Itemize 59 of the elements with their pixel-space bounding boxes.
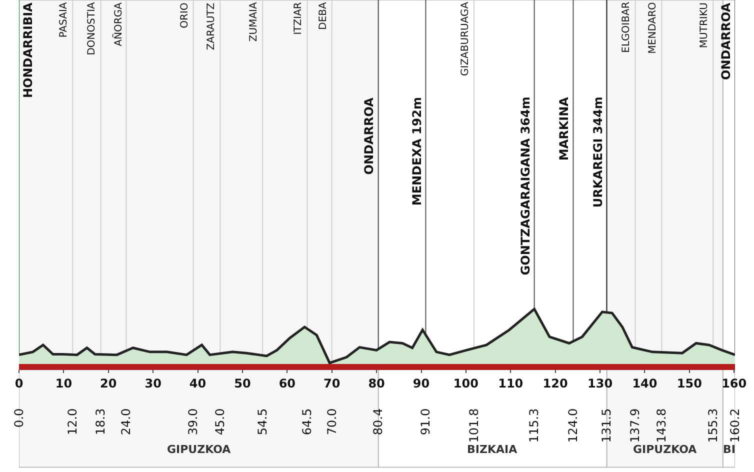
band-label: BIZKAIA xyxy=(467,443,518,456)
x-tick-label: 30 xyxy=(144,376,162,390)
x-tick-label: 90 xyxy=(412,376,430,390)
ref-line-label: ONDARROA xyxy=(719,2,733,80)
ref-line-label: ELGOIBAR xyxy=(620,2,632,53)
x2-tick-label: 155.3 xyxy=(706,408,720,443)
x2-tick-label: 124.0 xyxy=(566,408,580,443)
x2-tick-label: 137.9 xyxy=(628,408,642,443)
x-tick-label: 130 xyxy=(587,376,613,390)
x2-tick-label: 64.5 xyxy=(300,408,314,436)
x-tick-label: 100 xyxy=(453,376,478,390)
ref-line-label: MARKINA xyxy=(556,96,571,161)
x2-tick-label: 24.0 xyxy=(119,408,134,436)
x2-tick-label: 70.0 xyxy=(324,408,339,436)
x2-tick-label: 91.0 xyxy=(418,408,433,436)
x2-tick-label: 143.8 xyxy=(654,408,669,443)
x-tick-label: 70 xyxy=(324,376,340,390)
x-tick-label: 0 xyxy=(14,376,24,390)
x-tick-label: 60 xyxy=(278,376,296,390)
ref-line-label: ZUMAIA xyxy=(248,2,260,42)
x2-tick-label: 18.3 xyxy=(94,408,108,436)
band-label: BI xyxy=(723,443,736,456)
x2-tick-label: 80.4 xyxy=(371,408,386,436)
x2-tick-label: 54.5 xyxy=(255,408,270,436)
x2-tick-label: 160.2 xyxy=(728,408,742,443)
x-tick-label: 50 xyxy=(234,376,251,390)
ref-line-label: DEBA xyxy=(318,2,329,30)
x2-tick-label: 12.0 xyxy=(66,408,80,436)
x2-tick-label: 39.0 xyxy=(186,408,200,436)
ref-line-label: HONDARRIBIA xyxy=(21,2,35,98)
ref-line-label: GONTZAGARAIGANA 364m xyxy=(518,96,532,276)
ref-line-label: GIZABURUAGA xyxy=(460,2,471,76)
ref-line-label: URKAREGI 344m xyxy=(590,96,605,208)
ref-line-label: ITZIAR xyxy=(292,2,304,35)
ref-line-label: ORIO xyxy=(179,2,190,28)
ref-line-label: PASAIA xyxy=(58,2,70,38)
ref-line-label: ZARAUTZ xyxy=(206,2,218,50)
ref-line-label: MENDARO xyxy=(648,2,659,54)
ref-line-label: ONDARROA xyxy=(362,96,376,175)
x-tick-label: 140 xyxy=(632,376,658,390)
x2-tick-label: 45.0 xyxy=(213,408,228,436)
ref-line-label: DONOSTIA xyxy=(86,2,98,56)
x-tick-label: 160 xyxy=(722,376,747,390)
band-label: GIPUZKOA xyxy=(167,443,232,456)
x-tick-label: 110 xyxy=(498,376,524,390)
ref-line-label: MENDEXA 192m xyxy=(410,97,424,206)
ref-line-label: AÑORGA xyxy=(111,2,124,46)
x-tick-label: 10 xyxy=(55,376,72,390)
x2-tick-label: 115.3 xyxy=(527,408,542,443)
x2-tick-label: 131.5 xyxy=(600,408,614,443)
band-label: GIPUZKOA xyxy=(633,443,698,456)
x-tick-label: 80 xyxy=(368,376,385,390)
x-tick-label: 40 xyxy=(189,376,206,390)
x-tick-label: 20 xyxy=(100,376,117,390)
x-tick-label: 120 xyxy=(542,376,568,390)
x2-tick-label: 101.8 xyxy=(466,408,481,443)
x2-tick-label: 0.0 xyxy=(12,408,26,428)
ref-line-label: MUTRIKU xyxy=(699,2,710,48)
x-tick-label: 150 xyxy=(676,376,702,390)
